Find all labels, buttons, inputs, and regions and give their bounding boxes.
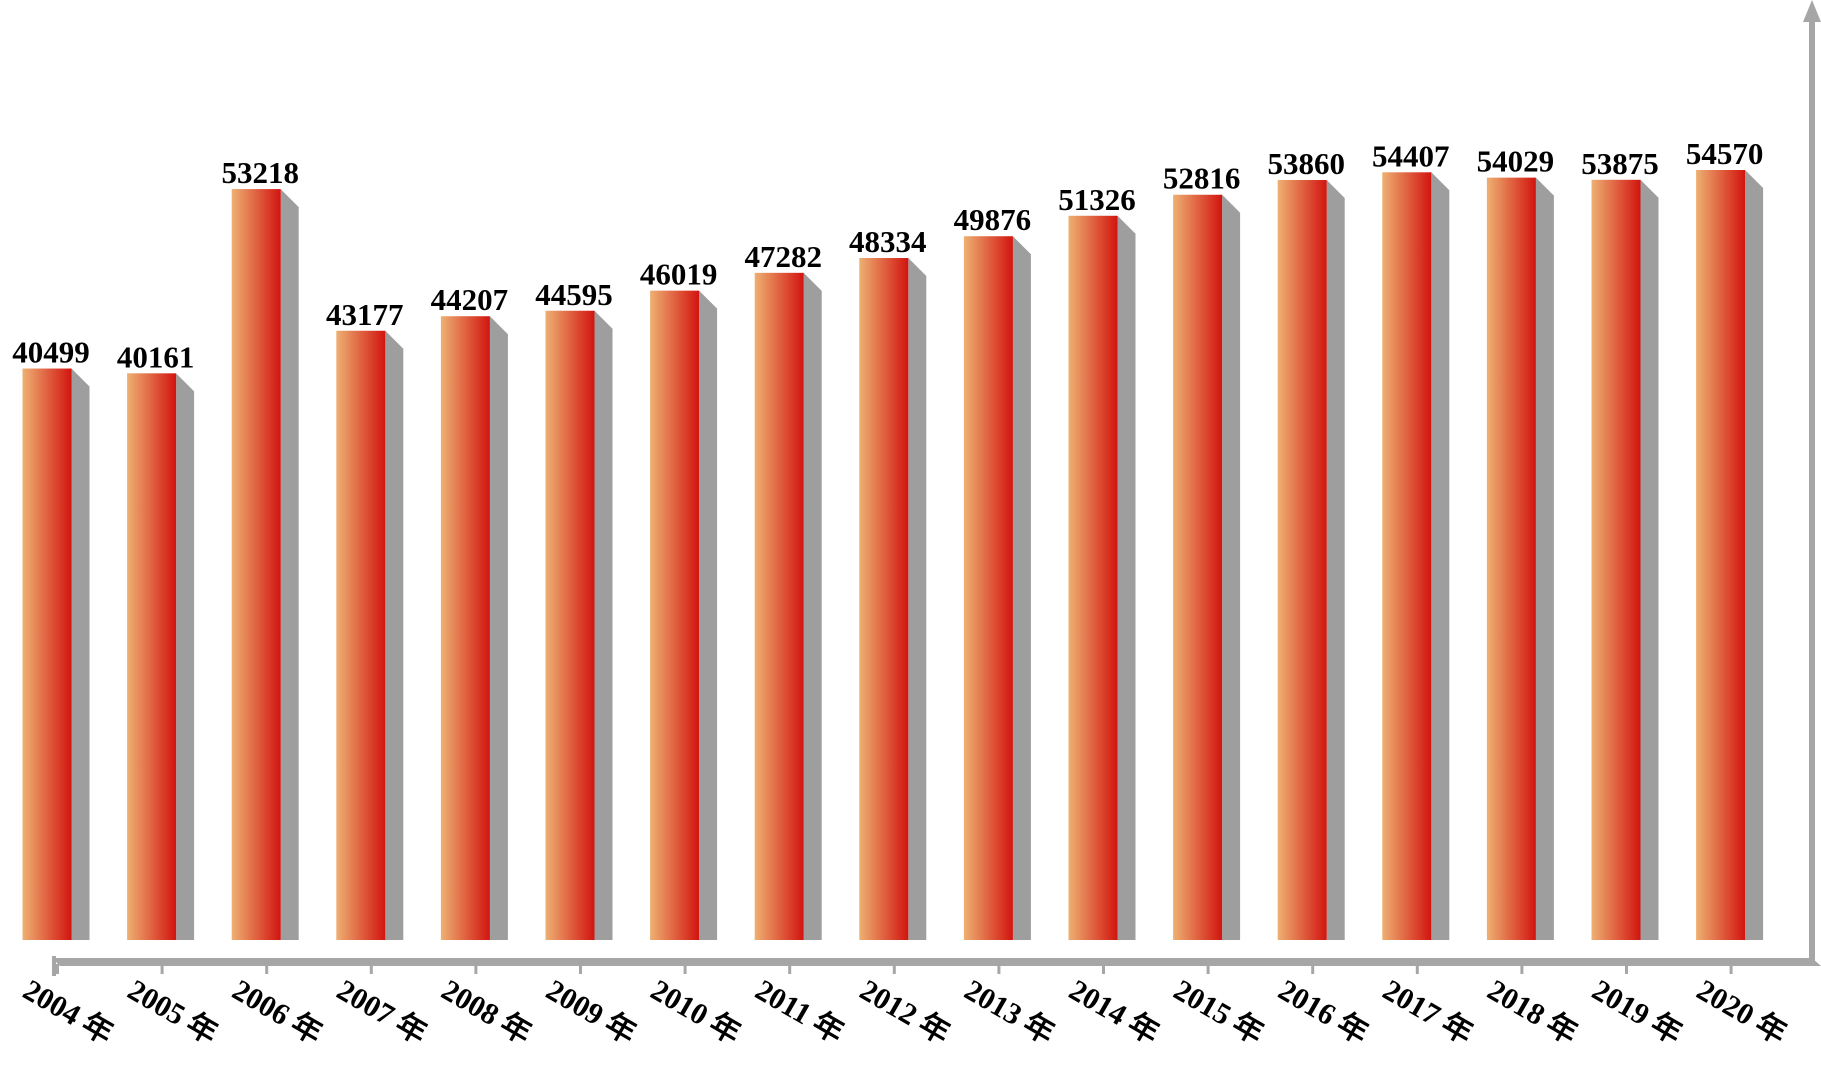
x-tick-label: 2017 年 xyxy=(1377,973,1478,1050)
data-label: 54029 xyxy=(1477,144,1555,179)
bar xyxy=(1591,179,1641,941)
x-tick xyxy=(160,964,164,974)
data-label: 43177 xyxy=(326,297,404,332)
data-label: 44595 xyxy=(535,277,613,312)
data-label: 53860 xyxy=(1267,146,1345,181)
x-tick-label: 2004 年 xyxy=(18,973,119,1050)
x-tick xyxy=(1520,964,1524,974)
bar xyxy=(859,257,909,940)
bar-shadow xyxy=(1326,180,1345,941)
bar-shadow xyxy=(1431,172,1450,940)
bar-shadow xyxy=(1745,170,1764,940)
bar-shadow xyxy=(699,290,718,940)
data-label: 52816 xyxy=(1163,161,1241,196)
x-tick xyxy=(1625,964,1628,974)
data-label: 48334 xyxy=(849,224,927,259)
x-axis-left-end xyxy=(52,956,56,976)
x-tick-label: 2005 年 xyxy=(122,973,223,1050)
data-label: 53218 xyxy=(221,155,299,190)
bar xyxy=(754,272,804,940)
x-tick-label: 2013 年 xyxy=(959,973,1060,1050)
x-tick-label: 2006 年 xyxy=(227,973,328,1050)
bar-shadow xyxy=(489,316,508,940)
bar-shadow xyxy=(908,257,927,940)
bar xyxy=(650,290,700,940)
bar-shadow xyxy=(176,373,195,940)
y-axis-line xyxy=(1809,20,1815,964)
data-label: 54407 xyxy=(1372,138,1450,173)
bar xyxy=(963,236,1013,940)
x-tick-label: 2014 年 xyxy=(1064,973,1165,1050)
y-axis-arrow xyxy=(1803,0,1821,22)
data-label: 44207 xyxy=(431,282,509,317)
bar-shadow xyxy=(71,368,90,940)
data-label: 51326 xyxy=(1058,182,1136,217)
bar xyxy=(22,368,72,940)
x-tick-label: 2008 年 xyxy=(436,973,537,1050)
x-tick-label: 2015 年 xyxy=(1168,973,1269,1050)
value-labels: 40499 40161 53218 43177 44207 44595 46019 47282… xyxy=(12,136,1763,374)
x-tick xyxy=(1311,964,1315,974)
x-tick-label: 2016 年 xyxy=(1273,973,1374,1050)
bar xyxy=(1486,177,1536,941)
x-tick-label: 2011 年 xyxy=(750,973,850,1050)
x-tick xyxy=(892,964,896,974)
bar-shadow xyxy=(1012,236,1031,940)
x-tick xyxy=(369,964,373,974)
x-tick xyxy=(1729,964,1733,974)
bar-shadow xyxy=(1535,177,1554,941)
x-axis-floor xyxy=(52,958,1821,966)
x-tick-label: 2020 年 xyxy=(1691,973,1792,1050)
x-tick xyxy=(579,964,582,974)
data-label: 53875 xyxy=(1581,146,1659,181)
x-tick-label: 2012 年 xyxy=(854,973,955,1050)
bars xyxy=(22,170,1764,941)
bar-shadow xyxy=(1640,179,1659,941)
bar xyxy=(1068,215,1118,940)
bar xyxy=(231,189,281,940)
x-tick xyxy=(1415,964,1419,974)
x-tick xyxy=(474,964,478,974)
x-tick xyxy=(788,964,792,974)
bar-shadow xyxy=(803,272,822,940)
axes xyxy=(52,0,1821,976)
x-tick-label: 2019 年 xyxy=(1587,973,1688,1050)
data-label: 47282 xyxy=(744,239,822,274)
bar xyxy=(1696,170,1746,940)
x-tick xyxy=(56,964,59,974)
x-tick-label: 2018 年 xyxy=(1482,973,1583,1050)
x-tick-label: 2007 年 xyxy=(331,973,432,1050)
bar xyxy=(127,373,177,940)
bar-shadow xyxy=(594,310,613,940)
bar-shadow xyxy=(1117,215,1136,940)
data-label: 40499 xyxy=(12,335,90,370)
data-label: 46019 xyxy=(640,257,718,292)
x-tick-label: 2009 年 xyxy=(541,973,642,1050)
x-tick xyxy=(1206,964,1210,974)
data-label: 40161 xyxy=(117,339,195,374)
bar-shadow xyxy=(1222,194,1241,940)
data-label: 54570 xyxy=(1686,136,1764,171)
x-tick xyxy=(997,964,1001,974)
bar xyxy=(336,330,386,940)
data-label: 49876 xyxy=(954,202,1032,237)
x-tick-labels: 2004 年 2005 年 2006 年 2007 年 2008 年 2009 年 2010… xyxy=(18,964,1792,1051)
x-tick xyxy=(265,964,269,974)
x-tick-label: 2010 年 xyxy=(645,973,746,1050)
bar-shadow xyxy=(385,330,404,940)
bar xyxy=(1173,194,1223,940)
bar xyxy=(1382,172,1432,940)
bar xyxy=(545,310,595,940)
x-tick xyxy=(1102,964,1105,974)
bar xyxy=(440,316,490,940)
bar-shadow xyxy=(280,189,299,940)
x-tick xyxy=(683,964,687,974)
bar xyxy=(1277,180,1327,941)
